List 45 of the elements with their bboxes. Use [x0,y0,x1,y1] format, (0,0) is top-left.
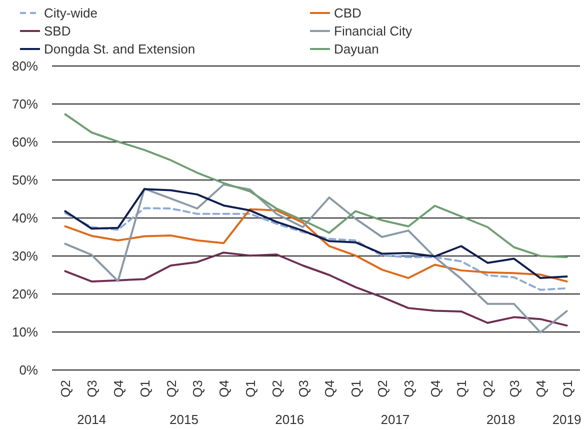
x-tick-label: Q1 [243,380,258,398]
x-tick-label: Q2 [375,380,390,398]
x-tick-label: Q4 [533,380,548,398]
x-tick-label: Q2 [58,380,74,398]
y-tick-label: 30% [12,248,38,264]
y-tick-label: 60% [12,134,38,150]
y-tick-label: 50% [12,172,38,188]
x-tick-label: Q4 [428,380,443,398]
x-tick-label: Q2 [164,380,179,398]
x-tick-label: Q1 [454,380,470,398]
x-tick-label: Q3 [84,380,100,398]
text: 2018 [486,412,516,427]
line-series [64,252,568,327]
x-tick-label: Q3 [401,380,416,398]
line-series [64,113,568,258]
legend-label: Financial City [334,24,413,39]
y-tick-label: 0% [19,362,38,378]
y-tick-label: 70% [12,96,38,112]
x-tick-label: Q2 [269,380,284,398]
line-series [64,188,568,280]
text: 2019 [552,412,582,427]
x-tick-label: Q1 [348,380,364,398]
x-tick-label: Q4 [322,380,338,398]
y-tick-label: 80% [12,58,38,74]
legend-label: Dayuan [334,42,379,57]
x-tick-label: Q2 [480,380,496,398]
text: 2014 [77,412,106,427]
y-tick-label: 20% [12,286,38,302]
x-tick-label: Q1 [137,380,152,398]
y-tick-label: 40% [12,210,38,226]
legend-label: City-wide [44,6,98,21]
text: 2016 [275,412,304,427]
x-tick-label: Q3 [190,380,206,398]
x-tick-label: Q4 [216,380,232,398]
x-tick-label: Q4 [111,380,126,398]
line-series [64,184,568,334]
y-tick-label: 10% [12,324,38,340]
legend-label: Dongda St. and Extension [44,42,196,57]
x-tick-label: Q3 [296,380,311,398]
legend-label: CBD [334,6,362,21]
text: 2015 [170,412,198,427]
legend-label: SBD [44,24,71,39]
x-tick-label: Q3 [507,380,522,398]
x-tick-label: Q1 [560,380,575,398]
text: 2017 [380,412,410,427]
